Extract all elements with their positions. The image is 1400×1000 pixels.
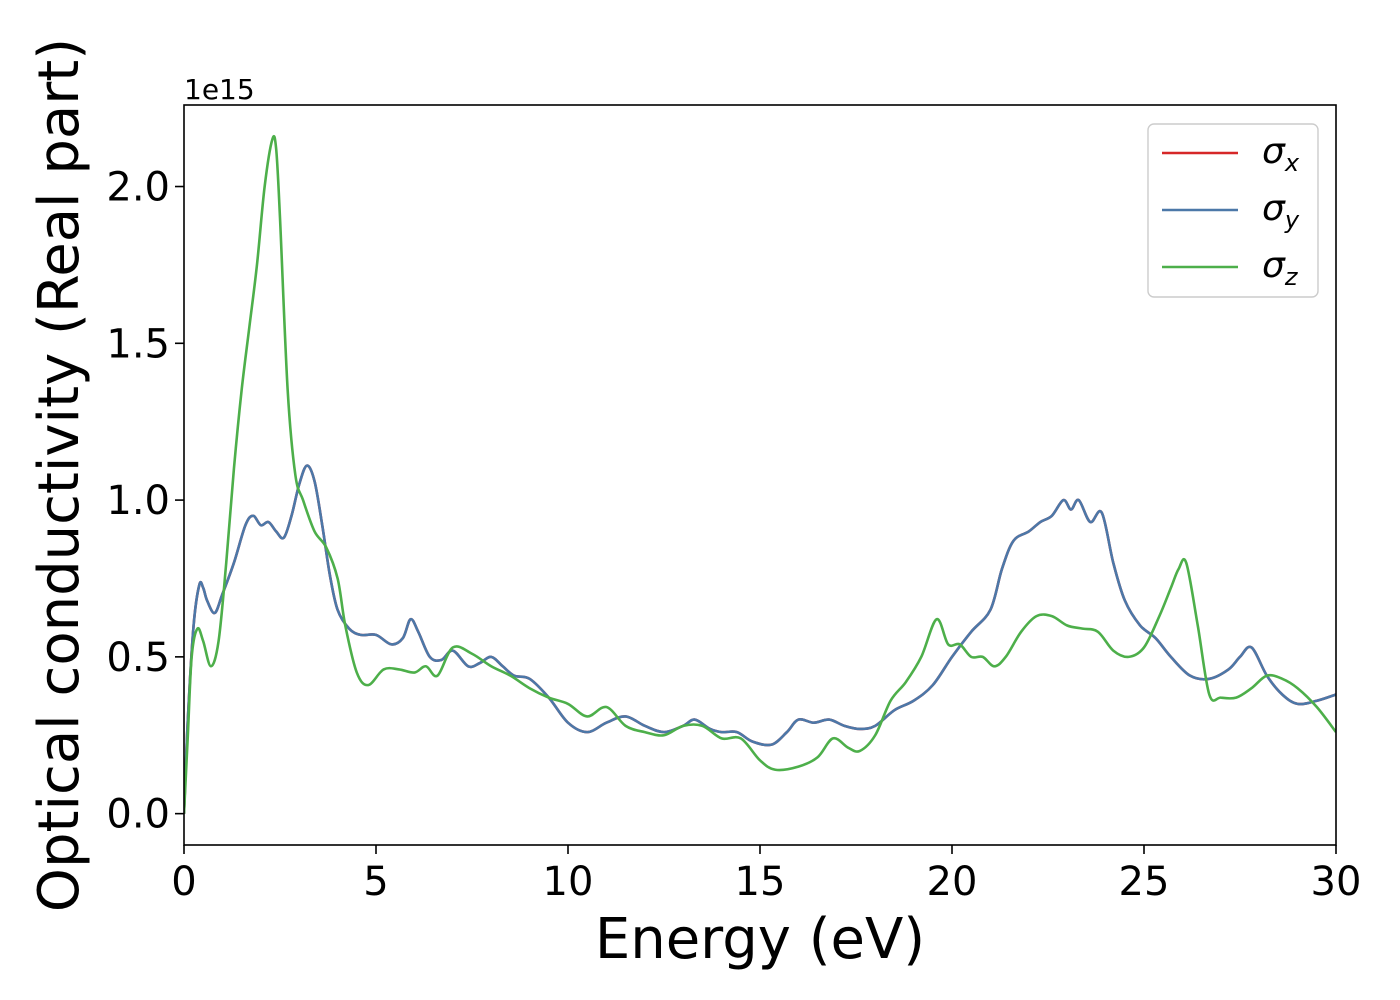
legend-label-sigma-y: σy [1262, 188, 1300, 234]
x-axis-label: Energy (eV) [595, 907, 925, 972]
y-tick-label: 0.5 [106, 635, 170, 681]
y-tick-label: 0.0 [106, 792, 170, 838]
y-tick-label: 1.5 [106, 321, 170, 367]
series-layer [184, 134, 1336, 814]
legend-label-sigma-z: σz [1262, 245, 1299, 291]
y-offset-text: 1e15 [184, 73, 255, 106]
y-tick-label: 1.0 [106, 478, 170, 524]
legend: σx σy σz [1147, 123, 1319, 298]
y-axis: 0.0 0.5 1.0 1.5 2.0 [106, 165, 184, 838]
series-line-sigma-y [184, 464, 1336, 814]
x-axis: 0 5 10 15 20 25 30 [171, 845, 1361, 905]
x-tick-label: 20 [927, 859, 978, 905]
series-line-sigma-z [184, 134, 1336, 814]
x-tick-label: 25 [1119, 859, 1170, 905]
legend-label-sigma-x: σx [1262, 131, 1300, 177]
x-tick-label: 0 [171, 859, 196, 905]
x-tick-label: 10 [543, 859, 594, 905]
x-tick-label: 5 [363, 859, 388, 905]
x-tick-label: 15 [735, 859, 786, 905]
y-tick-label: 2.0 [106, 165, 170, 211]
y-axis-label: Optical conductivity (Real part) [27, 38, 92, 912]
x-tick-label: 30 [1311, 859, 1362, 905]
